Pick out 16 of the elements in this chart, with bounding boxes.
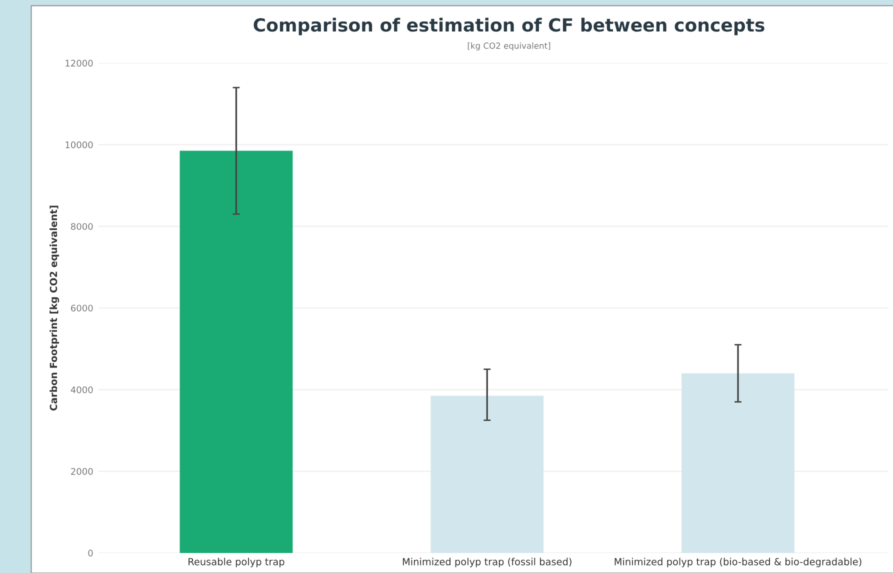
y-tick-label: 10000 bbox=[66, 141, 93, 148]
y-axis-title: Carbon Footprint [kg CO2 equivalent] bbox=[50, 206, 60, 411]
x-tick-label: Reusable polyp trap bbox=[188, 558, 284, 568]
y-tick-label: 12000 bbox=[66, 60, 93, 67]
bar bbox=[430, 396, 544, 553]
x-tick-label: Minimized polyp trap (bio-based & bio-degradable) bbox=[614, 558, 862, 568]
y-tick-label: 8000 bbox=[71, 223, 93, 230]
chart-subtitle: [kg CO2 equivalent] bbox=[468, 42, 550, 50]
bar bbox=[682, 373, 794, 553]
chart-title: Comparison of estimation of CF between concepts bbox=[254, 18, 764, 36]
y-tick-label: 4000 bbox=[70, 386, 93, 394]
x-tick-label: Minimized polyp trap (fossil based) bbox=[402, 558, 572, 568]
y-tick-label: 2000 bbox=[71, 468, 93, 475]
y-tick-label: 6000 bbox=[71, 304, 93, 312]
bar bbox=[180, 150, 293, 553]
y-tick-label: 0 bbox=[88, 550, 93, 557]
